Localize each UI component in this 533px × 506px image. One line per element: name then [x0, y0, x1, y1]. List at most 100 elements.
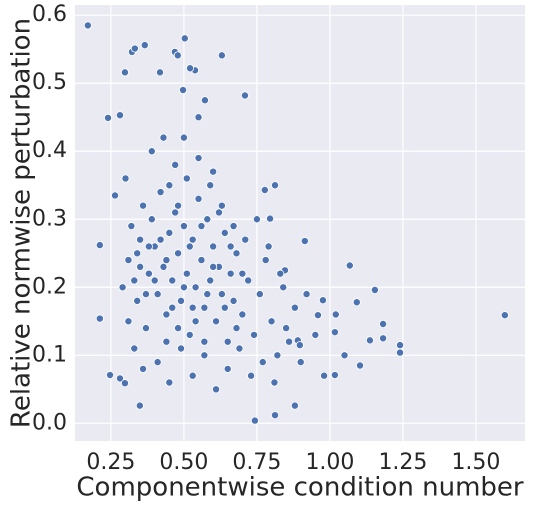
point	[174, 249, 183, 258]
point	[331, 310, 340, 319]
point	[320, 371, 329, 380]
point	[379, 334, 388, 343]
point	[162, 337, 171, 346]
point	[140, 41, 149, 50]
point	[276, 269, 285, 278]
point	[209, 167, 218, 176]
point	[271, 411, 280, 420]
point	[206, 276, 215, 285]
point	[171, 208, 180, 217]
point	[223, 364, 232, 373]
point	[200, 303, 209, 312]
point	[153, 290, 162, 299]
x-tick-label: 0.75	[232, 450, 281, 475]
point	[174, 324, 183, 333]
point	[162, 310, 171, 319]
point	[313, 311, 322, 320]
point	[267, 317, 276, 326]
x-tick-label: 0.50	[159, 450, 208, 475]
point	[203, 215, 212, 224]
point	[188, 235, 197, 244]
point	[270, 378, 279, 387]
point	[135, 401, 144, 410]
point	[141, 324, 150, 333]
y-tick-label: 0.4	[32, 138, 67, 163]
point	[197, 256, 206, 265]
y-tick-label: 0.1	[32, 342, 67, 367]
point	[235, 344, 244, 353]
point	[115, 111, 124, 120]
point	[165, 181, 174, 190]
point	[345, 261, 354, 270]
point	[106, 371, 115, 380]
point	[173, 51, 182, 60]
point	[200, 351, 209, 360]
y-tick-label: 0.5	[32, 70, 67, 95]
point	[223, 337, 232, 346]
point	[95, 314, 104, 323]
point	[352, 298, 361, 307]
y-axis-label: Relative normwise perturbation	[7, 18, 37, 428]
point	[118, 283, 127, 292]
point	[159, 262, 168, 271]
point	[194, 113, 203, 122]
point	[217, 51, 226, 60]
point	[379, 320, 388, 329]
point	[200, 96, 209, 105]
point	[229, 296, 238, 305]
point	[115, 374, 124, 383]
point	[370, 285, 379, 294]
point	[185, 242, 194, 251]
y-tick-label: 0.6	[32, 2, 67, 27]
point	[141, 290, 150, 299]
point	[168, 276, 177, 285]
point	[500, 311, 509, 320]
x-tick-label: 1.00	[305, 450, 354, 475]
point	[136, 235, 145, 244]
point	[282, 324, 291, 333]
point	[124, 317, 133, 326]
point	[179, 86, 188, 95]
point	[266, 214, 275, 223]
point	[290, 401, 299, 410]
point	[182, 269, 191, 278]
point	[229, 222, 238, 231]
point	[103, 113, 112, 122]
point	[153, 358, 162, 367]
point	[120, 379, 129, 388]
point	[179, 222, 188, 231]
point	[188, 371, 197, 380]
point	[130, 44, 139, 53]
point	[180, 34, 189, 43]
point	[330, 371, 339, 380]
point	[209, 262, 218, 271]
point	[133, 249, 142, 258]
x-tick-label: 1.50	[451, 450, 500, 475]
point	[206, 181, 215, 190]
point	[144, 242, 153, 251]
point	[171, 160, 180, 169]
point	[177, 344, 186, 353]
point	[177, 296, 186, 305]
point	[220, 228, 229, 237]
point	[124, 256, 133, 265]
x-tick-label: 1.25	[378, 450, 427, 475]
point	[247, 371, 256, 380]
point	[162, 256, 171, 265]
x-tick-label: 0.25	[86, 450, 135, 475]
point	[232, 324, 241, 333]
point	[290, 303, 299, 312]
point	[302, 290, 311, 299]
point	[214, 208, 223, 217]
point	[147, 147, 156, 156]
point	[179, 133, 188, 142]
point	[232, 249, 241, 258]
point	[197, 222, 206, 231]
point	[212, 385, 221, 394]
point	[203, 290, 212, 299]
point	[168, 303, 177, 312]
plot-area	[75, 5, 525, 441]
point	[255, 290, 264, 299]
point	[111, 191, 120, 200]
point	[156, 188, 165, 197]
